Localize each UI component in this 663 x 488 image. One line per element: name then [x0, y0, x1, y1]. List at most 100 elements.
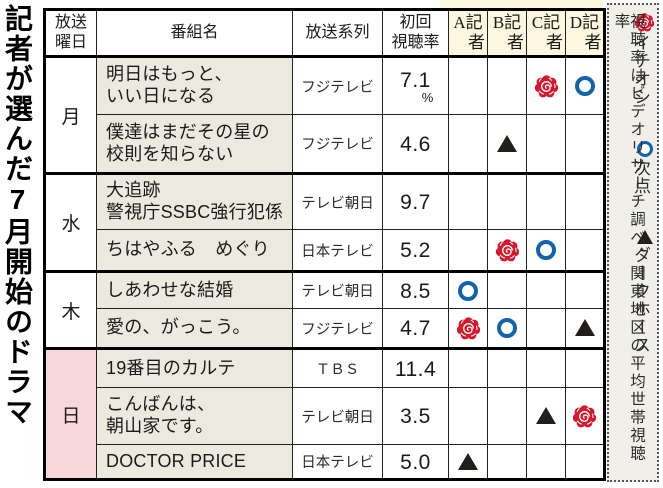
rating-value: 5.2 [400, 239, 431, 262]
rating-value: 4.7 [400, 317, 431, 340]
triangle-icon [497, 134, 517, 152]
table-row: 愛の、がっこう。 フジテレビ 4.7 [45, 308, 605, 349]
legend-item-circle: 次点 [631, 141, 653, 195]
reporter-mark-cell [448, 308, 488, 349]
reporter-mark-cell [565, 308, 605, 349]
network-cell: 日本テレビ [292, 229, 383, 272]
legend-note: 視聴率はビデオリサーチ調べ、関東地区の平均世帯視聴率 [612, 13, 646, 463]
network-cell: フジテレビ [292, 308, 383, 349]
legend-label: 次点 [631, 159, 651, 195]
circle-icon [458, 280, 478, 301]
reporter-mark-cell [487, 229, 527, 272]
reporter-mark-cell [448, 56, 488, 115]
rating-cell: 3.5 [382, 387, 449, 445]
reporter-mark-cell [526, 387, 566, 445]
rating-cell: 7.1% [382, 56, 449, 115]
reporter-mark-cell [565, 229, 605, 272]
reporter-mark-cell [565, 114, 605, 174]
reporter-mark-cell [565, 347, 605, 388]
reporter-mark-cell [526, 444, 566, 480]
network-cell: ＴＢＳ [292, 347, 383, 388]
reporter-mark-cell [487, 387, 527, 445]
reporter-mark-cell [448, 347, 488, 388]
network-cell: 日本テレビ [292, 444, 383, 480]
rating-value: 3.5 [400, 405, 431, 428]
reporter-mark-cell [565, 444, 605, 480]
reporter-mark-cell [487, 444, 527, 480]
legend-box: イチオシ 次点 ダークホース 視聴率はビデオリサーチ調べ、関東地区の平均世帯視聴… [607, 3, 659, 482]
reporter-mark-cell [565, 56, 605, 115]
reporter-mark-cell [487, 56, 527, 115]
legend-item-rose: イチオシ [631, 13, 654, 106]
header-network: 放送系列 [292, 9, 383, 58]
page-title: 記者が選んだ7月開始のドラマ [2, 4, 33, 427]
reporter-mark-cell [526, 56, 566, 115]
rating-unit: % [421, 89, 434, 105]
rating-value: 7.1 [400, 68, 431, 92]
reporter-mark-cell [526, 172, 566, 230]
reporter-mark-cell [448, 387, 488, 445]
rating-value: 8.5 [400, 279, 431, 303]
reporter-mark-cell [487, 308, 527, 349]
rating-cell: 4.7 [382, 308, 449, 349]
legend-label: ダークホース [631, 246, 651, 354]
rating-value: 9.7 [400, 191, 431, 214]
circle-icon [636, 141, 653, 157]
reporter-mark-cell [448, 172, 488, 230]
table-row: 水 大追跡 警視庁SSBC強行犯係 テレビ朝日 9.7 [44, 172, 605, 272]
circle-icon [574, 76, 595, 96]
reporter-mark-cell [526, 229, 566, 272]
rating-value: 11.4 [394, 357, 437, 381]
header-reporter-c: C記 者 [526, 9, 566, 58]
reporter-mark-cell [487, 270, 527, 309]
rating-cell: 5.0 [382, 444, 449, 480]
rose-icon [456, 316, 480, 339]
network-cell: フジテレビ [292, 56, 383, 115]
reporter-mark-cell [448, 270, 488, 309]
day-cell: 水 [44, 172, 97, 272]
legend-marks-column: イチオシ 次点 ダークホース [631, 13, 654, 354]
network-cell: テレビ朝日 [292, 387, 383, 445]
reporter-mark-cell [448, 114, 488, 174]
day-cell: 木 [44, 270, 97, 349]
rating-cell: 5.2 [382, 229, 449, 272]
triangle-icon [636, 230, 653, 244]
header-reporter-d: D記 者 [565, 9, 605, 58]
program-name-cell: 愛の、がっこう。 [96, 308, 293, 349]
reporter-mark-cell [487, 172, 527, 230]
rating-cell: 8.5 [382, 270, 449, 309]
rating-cell: 9.7 [382, 172, 449, 230]
header-reporter-b: B記 者 [487, 9, 527, 58]
rating-value: 4.6 [400, 132, 431, 156]
reporter-mark-cell [565, 387, 605, 445]
program-name-cell: 19番目のカルテ [96, 347, 293, 388]
header-reporter-a: A記 者 [448, 9, 488, 58]
reporter-mark-cell [526, 347, 566, 388]
table-row: DOCTOR PRICE 日本テレビ 5.0 [45, 444, 605, 480]
network-cell: テレビ朝日 [292, 172, 383, 230]
header-broadcast-day: 放送 曜日 [44, 9, 97, 58]
table-row: 日 19番目のカルテ ＴＢＳ 11.4 [44, 347, 605, 480]
triangle-icon [536, 407, 556, 425]
rose-icon [534, 74, 558, 97]
reporter-mark-cell [487, 114, 527, 174]
reporter-mark-cell [526, 270, 566, 309]
table-row: こんばんは、 朝山家です。 テレビ朝日 3.5 [45, 387, 605, 445]
reporter-mark-cell [526, 114, 566, 174]
program-name-cell: ちはやふる めぐり [96, 229, 293, 272]
reporter-mark-cell [448, 444, 488, 480]
reporter-mark-cell [565, 270, 605, 309]
day-cell: 日 [44, 347, 97, 480]
rating-value: 5.0 [400, 450, 431, 474]
rating-cell: 4.6 [382, 114, 449, 174]
table-row: 月 明日はもっと、 いい日になる フジテレビ 7.1% [44, 56, 605, 174]
reporter-mark-cell [526, 308, 566, 349]
network-cell: フジテレビ [292, 114, 383, 174]
program-name-cell: 明日はもっと、 いい日になる [96, 56, 293, 115]
legend-item-triangle: ダークホース [631, 230, 653, 354]
program-name-cell: 僕達はまだその星の 校則を知らない [96, 114, 293, 174]
triangle-icon [458, 452, 478, 470]
triangle-icon [574, 319, 595, 337]
header-program-name: 番組名 [96, 9, 293, 58]
